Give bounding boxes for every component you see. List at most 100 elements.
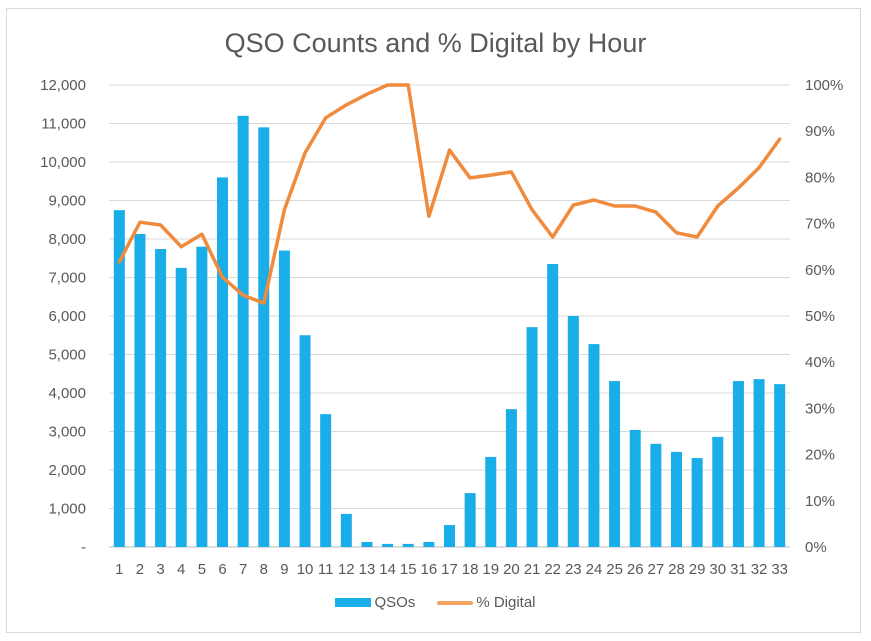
x-tick-label: 33 <box>771 561 788 578</box>
bar[interactable] <box>774 384 786 547</box>
x-tick-label: 20 <box>503 561 520 578</box>
bar[interactable] <box>671 451 682 547</box>
y2-tick-label: 80% <box>805 169 835 186</box>
y2-tick-label: 90% <box>805 123 835 140</box>
bar[interactable] <box>258 127 270 547</box>
bar[interactable] <box>402 543 414 547</box>
bar[interactable] <box>691 458 703 547</box>
y2-tick-label: 100% <box>805 77 843 94</box>
x-tick-label: 21 <box>524 561 541 578</box>
x-tick-label: 10 <box>297 561 314 578</box>
y-tick-label: 12,000 <box>40 77 86 94</box>
y-axis-right-ticks: 0% 10% 20% 30% 40% 50% 60% 70% 80% 90% 100% <box>805 77 843 556</box>
y-tick-label: 9,000 <box>48 193 86 210</box>
x-tick-label: 2 <box>136 561 144 578</box>
y-tick-label: 5,000 <box>48 347 86 364</box>
x-tick-label: 29 <box>689 561 706 578</box>
legend-label-digital: % Digital <box>476 594 536 611</box>
legend: QSOs % Digital <box>0 594 871 611</box>
x-tick-label: 22 <box>544 561 561 578</box>
bar[interactable] <box>650 443 662 547</box>
x-tick-label: 6 <box>218 561 226 578</box>
x-tick-label: 14 <box>379 561 396 578</box>
legend-item-digital[interactable]: % Digital <box>437 594 536 611</box>
y-tick-label: 2,000 <box>48 462 86 479</box>
x-tick-label: 26 <box>627 561 644 578</box>
x-tick-label: 17 <box>441 561 458 578</box>
bar[interactable] <box>134 233 146 547</box>
digital-percent-line <box>117 83 782 305</box>
y2-tick-label: 60% <box>805 262 835 279</box>
x-axis-ticks: 1 2 3 4 5 6 7 8 9 10 11 12 13 14 15 16 17 18 19 20 21 22 23 24 2… <box>115 561 788 578</box>
x-tick-label: 16 <box>421 561 438 578</box>
bar[interactable] <box>753 379 765 547</box>
bar[interactable] <box>320 414 332 547</box>
bar[interactable] <box>464 493 476 547</box>
bar[interactable] <box>588 344 600 547</box>
y-tick-label: 10,000 <box>40 154 86 171</box>
bar[interactable] <box>444 525 455 547</box>
bar[interactable] <box>485 456 497 547</box>
bar[interactable] <box>629 429 641 547</box>
bar[interactable] <box>175 267 187 547</box>
y-tick-label: 7,000 <box>48 270 86 287</box>
x-tick-label: 13 <box>359 561 376 578</box>
x-tick-label: 15 <box>400 561 417 578</box>
x-tick-label: 7 <box>239 561 247 578</box>
y-tick-label: - <box>81 539 86 556</box>
qsos-bars <box>113 115 786 548</box>
bar[interactable] <box>237 115 249 548</box>
bar[interactable] <box>505 409 517 547</box>
y-tick-label: 8,000 <box>48 231 86 248</box>
bar[interactable] <box>361 541 373 547</box>
bar[interactable] <box>155 249 167 547</box>
x-tick-label: 4 <box>177 561 185 578</box>
x-tick-label: 25 <box>606 561 623 578</box>
y-tick-label: 11,000 <box>41 116 86 133</box>
line-swatch-icon <box>437 600 474 605</box>
y-axis-left-ticks: - 1,000 2,000 3,000 4,000 5,000 6,000 7,000 8,00… <box>40 77 86 556</box>
bar[interactable] <box>526 327 538 547</box>
y2-tick-label: 40% <box>805 354 835 371</box>
x-tick-label: 3 <box>156 561 164 578</box>
x-tick-label: 31 <box>730 561 747 578</box>
y-tick-label: 6,000 <box>48 308 86 325</box>
bar[interactable] <box>113 210 125 547</box>
y2-tick-label: 50% <box>805 308 835 325</box>
y-tick-label: 3,000 <box>48 424 86 441</box>
bar-swatch-icon <box>335 598 372 607</box>
bar[interactable] <box>217 177 228 547</box>
bar[interactable] <box>732 381 744 547</box>
x-tick-label: 5 <box>198 561 206 578</box>
x-tick-label: 8 <box>260 561 268 578</box>
y-tick-label: 4,000 <box>48 385 86 402</box>
bar[interactable] <box>423 541 435 547</box>
x-tick-label: 30 <box>709 561 726 578</box>
y2-tick-label: 20% <box>805 447 835 464</box>
x-tick-label: 32 <box>751 561 768 578</box>
bar[interactable] <box>299 335 311 547</box>
bar[interactable] <box>278 250 290 548</box>
bar[interactable] <box>340 513 352 547</box>
bar[interactable] <box>382 543 394 547</box>
x-tick-label: 23 <box>565 561 582 578</box>
x-tick-label: 12 <box>338 561 355 578</box>
y2-tick-label: 30% <box>805 400 835 417</box>
x-tick-label: 24 <box>586 561 603 578</box>
bar[interactable] <box>547 264 559 547</box>
bar[interactable] <box>712 436 724 547</box>
y2-tick-label: 0% <box>805 539 827 556</box>
bar[interactable] <box>567 316 579 547</box>
y-tick-label: 1,000 <box>48 501 86 518</box>
y2-tick-label: 70% <box>805 216 835 233</box>
x-tick-label: 19 <box>482 561 499 578</box>
bar[interactable] <box>196 246 208 547</box>
x-tick-label: 27 <box>648 561 665 578</box>
x-tick-label: 28 <box>668 561 685 578</box>
legend-item-qsos[interactable]: QSOs <box>335 594 415 611</box>
x-tick-label: 9 <box>280 561 288 578</box>
chart-title: QSO Counts and % Digital by Hour <box>224 28 647 58</box>
bar[interactable] <box>609 381 621 547</box>
x-tick-label: 11 <box>318 561 334 578</box>
